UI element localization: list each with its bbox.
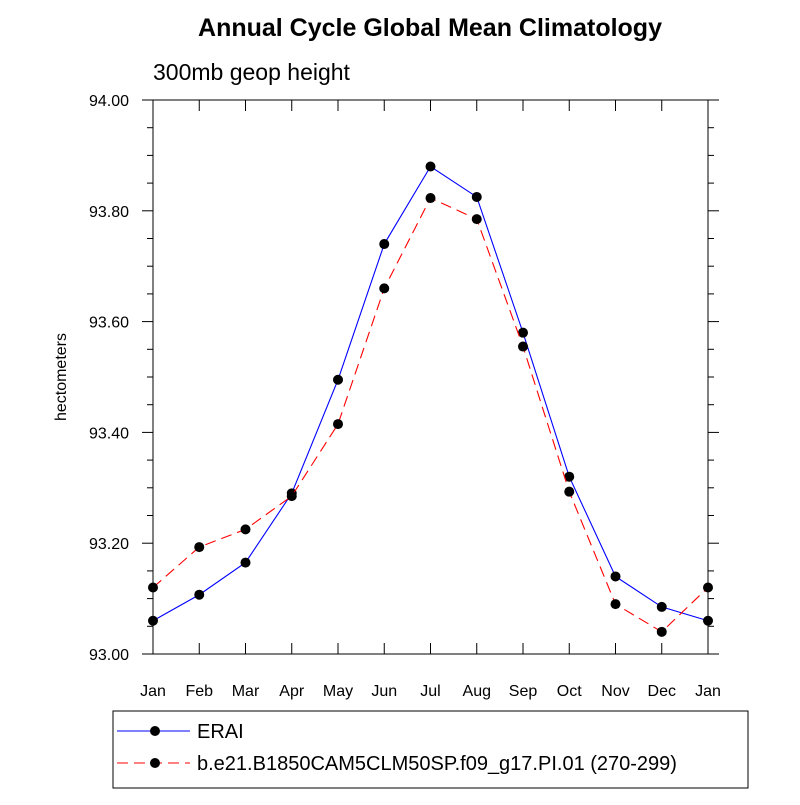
y-tick-label: 93.20 <box>89 536 129 553</box>
data-point <box>379 283 390 294</box>
data-point <box>286 491 297 502</box>
x-tick-label: May <box>323 683 353 700</box>
legend-entries: ERAI b.e21.B1850CAM5CLM50SP.f09_g17.PI.01… <box>117 721 677 775</box>
data-point <box>379 239 390 250</box>
y-tick-label: 94.00 <box>89 93 129 110</box>
y-tick-label: 93.40 <box>89 425 129 442</box>
data-point <box>518 327 528 338</box>
x-tick-label: Feb <box>185 683 213 700</box>
x-tick-label: Dec <box>648 683 676 700</box>
x-tick-label: Oct <box>557 683 582 700</box>
data-point <box>425 161 436 172</box>
y-tick-label: 93.60 <box>89 315 129 332</box>
x-tick-label: Jul <box>420 683 440 700</box>
data-point <box>564 486 575 497</box>
data-point <box>703 582 713 593</box>
legend-marker <box>150 758 160 768</box>
series-2 <box>148 193 713 637</box>
data-point <box>471 214 482 225</box>
series-1 <box>148 161 713 626</box>
x-tick-label: Apr <box>279 683 305 700</box>
x-tick-label: Jan <box>140 683 166 700</box>
data-point <box>240 557 251 568</box>
y-tick-label: 93.00 <box>89 647 129 664</box>
x-tick-label: Aug <box>463 683 491 700</box>
data-point <box>194 589 205 600</box>
data-point <box>425 193 436 204</box>
data-point <box>148 615 158 626</box>
series-group <box>148 161 713 637</box>
legend <box>112 710 749 789</box>
chart-subtitle: 300mb geop height <box>153 59 351 85</box>
data-point <box>194 542 205 553</box>
legend-label: b.e21.B1850CAM5CLM50SP.f09_g17.PI.01 (27… <box>197 753 677 775</box>
data-point <box>471 191 482 202</box>
data-point <box>333 374 343 385</box>
x-tick-label: Mar <box>232 683 260 700</box>
legend-item: ERAI <box>117 721 244 743</box>
data-point <box>148 582 158 593</box>
x-tick-label: Sep <box>509 683 538 700</box>
data-point <box>610 599 621 610</box>
legend-item: b.e21.B1850CAM5CLM50SP.f09_g17.PI.01 (27… <box>117 753 677 775</box>
series-line <box>152 165 709 622</box>
legend-label: ERAI <box>197 721 244 743</box>
x-tick-label: Jun <box>371 683 397 700</box>
series-line <box>152 197 709 633</box>
y-tick-label: 93.80 <box>89 204 129 221</box>
data-point <box>656 601 667 612</box>
data-point <box>656 626 667 637</box>
x-tick-label: Jan <box>695 683 721 700</box>
data-point <box>703 615 713 626</box>
axis-ticks <box>142 99 719 655</box>
x-tick-label: Nov <box>601 683 629 700</box>
data-point <box>564 471 575 482</box>
plot-frame <box>152 99 709 655</box>
legend-marker <box>150 726 160 736</box>
y-axis-label: hectometers <box>53 333 70 421</box>
data-point <box>240 524 251 535</box>
data-point <box>610 571 621 582</box>
chart-title: Annual Cycle Global Mean Climatology <box>198 14 662 42</box>
tick-labels: Jan Feb Mar Apr May Jun Jul Aug Sep Oct Nov Dec Jan 9… <box>89 93 721 700</box>
data-point <box>518 341 528 352</box>
data-point <box>333 419 343 430</box>
